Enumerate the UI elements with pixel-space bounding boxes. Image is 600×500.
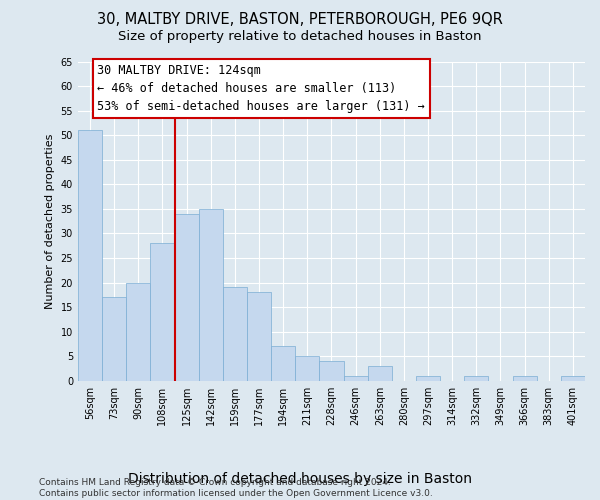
- Bar: [151, 243, 175, 381]
- Text: 30, MALTBY DRIVE, BASTON, PETERBOROUGH, PE6 9QR: 30, MALTBY DRIVE, BASTON, PETERBOROUGH, …: [97, 12, 503, 28]
- Bar: [416, 376, 440, 381]
- Bar: [223, 288, 247, 381]
- Y-axis label: Number of detached properties: Number of detached properties: [45, 134, 55, 309]
- Bar: [271, 346, 295, 381]
- Bar: [295, 356, 319, 381]
- Text: Contains HM Land Registry data © Crown copyright and database right 2024.
Contai: Contains HM Land Registry data © Crown c…: [39, 478, 433, 498]
- Text: Size of property relative to detached houses in Baston: Size of property relative to detached ho…: [118, 30, 482, 43]
- Bar: [78, 130, 102, 381]
- Bar: [102, 298, 126, 381]
- Bar: [175, 214, 199, 381]
- Bar: [247, 292, 271, 381]
- Bar: [561, 376, 585, 381]
- Bar: [368, 366, 392, 381]
- Bar: [464, 376, 488, 381]
- Bar: [512, 376, 537, 381]
- Bar: [319, 361, 344, 381]
- Bar: [344, 376, 368, 381]
- Text: 30 MALTBY DRIVE: 124sqm
← 46% of detached houses are smaller (113)
53% of semi-d: 30 MALTBY DRIVE: 124sqm ← 46% of detache…: [97, 64, 425, 113]
- Text: Distribution of detached houses by size in Baston: Distribution of detached houses by size …: [128, 472, 472, 486]
- Bar: [199, 209, 223, 381]
- Bar: [126, 282, 151, 381]
